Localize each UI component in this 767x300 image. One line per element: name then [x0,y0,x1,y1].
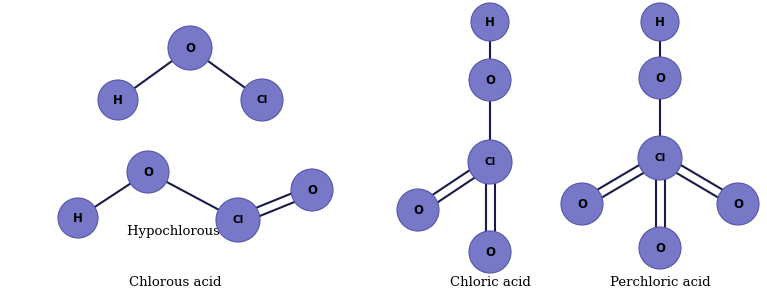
Circle shape [561,183,603,225]
Circle shape [638,136,682,180]
Circle shape [469,59,511,101]
Circle shape [641,3,679,41]
Text: H: H [655,16,665,28]
Text: Cl: Cl [256,95,268,105]
Circle shape [639,57,681,99]
Circle shape [168,26,212,70]
Text: H: H [113,94,123,106]
Circle shape [241,79,283,121]
Text: O: O [485,74,495,86]
Text: Cl: Cl [485,157,495,167]
Text: O: O [485,245,495,259]
Text: O: O [413,203,423,217]
Circle shape [291,169,333,211]
Circle shape [58,198,98,238]
Text: O: O [307,184,317,196]
Text: O: O [733,197,743,211]
Circle shape [471,3,509,41]
Text: Chloric acid: Chloric acid [449,275,531,289]
Circle shape [469,231,511,273]
Circle shape [216,198,260,242]
Text: O: O [655,71,665,85]
Circle shape [717,183,759,225]
Text: H: H [73,212,83,224]
Text: O: O [577,197,587,211]
Circle shape [397,189,439,231]
Text: Cl: Cl [654,153,666,163]
Text: O: O [185,41,195,55]
Text: O: O [655,242,665,254]
Circle shape [127,151,169,193]
Circle shape [98,80,138,120]
Text: Perchloric acid: Perchloric acid [610,275,710,289]
Circle shape [639,227,681,269]
Text: H: H [485,16,495,28]
Text: Hypochlorous acid: Hypochlorous acid [127,226,252,238]
Text: Cl: Cl [232,215,244,225]
Text: O: O [143,166,153,178]
Text: Chlorous acid: Chlorous acid [129,275,221,289]
Circle shape [468,140,512,184]
